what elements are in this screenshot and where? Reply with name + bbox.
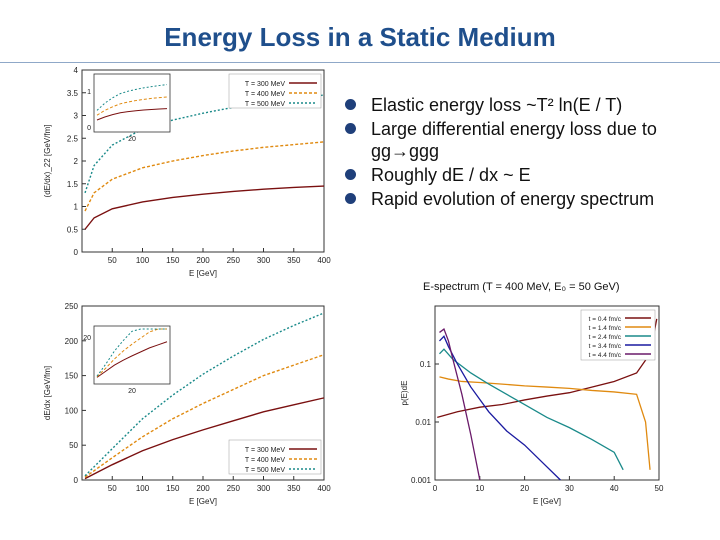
bullet-text: Elastic energy loss ~T² ln(E / T) — [371, 95, 623, 115]
x-tick-label: 250 — [227, 256, 241, 265]
x-tick-label: 150 — [166, 484, 180, 493]
bullet-text: Roughly dE / dx ~ E — [371, 165, 531, 185]
x-tick-label: 200 — [196, 484, 210, 493]
x-tick-label: 50 — [655, 484, 664, 493]
inset-series-1 — [96, 341, 168, 378]
x-tick-label: 400 — [317, 256, 331, 265]
bullet-item: Large differential energy loss due to gg… — [345, 118, 705, 162]
x-tick-label: 40 — [610, 484, 619, 493]
y-tick-label: 150 — [65, 372, 79, 381]
x-tick-label: 250 — [227, 484, 241, 493]
x-tick-label: 0 — [433, 484, 438, 493]
y-tick-label: 3.5 — [67, 89, 79, 98]
legend-label: t = 0.4 fm/c — [589, 316, 622, 323]
series-line-2 — [439, 376, 651, 470]
legend-label: t = 4.4 fm/c — [589, 352, 622, 359]
inset-frame — [93, 73, 171, 133]
legend-label: t = 3.4 fm/c — [589, 343, 622, 350]
series-line-1 — [437, 318, 658, 419]
y-tick-label: 0.5 — [67, 225, 79, 234]
series-line-4 — [439, 335, 561, 481]
x-tick-label: 400 — [317, 484, 331, 493]
x-tick-label: 300 — [257, 256, 271, 265]
inset-y-tick-label: 0 — [87, 125, 91, 132]
inset-y-tick-label: 1 — [87, 89, 91, 96]
y-tick-label: 250 — [65, 302, 79, 311]
y-tick-label: 0.01 — [415, 418, 431, 427]
x-axis-label: E [GeV] — [533, 497, 561, 506]
y-tick-label: 50 — [69, 441, 78, 450]
x-tick-label: 50 — [108, 256, 117, 265]
x-tick-label: 100 — [136, 484, 150, 493]
x-axis-label: E [GeV] — [189, 269, 217, 278]
series-line-3 — [84, 312, 325, 477]
x-tick-label: 30 — [565, 484, 574, 493]
inset-x-tick-label: 20 — [128, 388, 136, 395]
inset-series-2 — [96, 328, 167, 378]
y-tick-label: 100 — [65, 406, 79, 415]
y-tick-label: 0.1 — [420, 360, 432, 369]
legend-label: T = 300 MeV — [245, 81, 285, 88]
bullet-item: Roughly dE / dx ~ E — [345, 164, 705, 186]
inset-frame — [93, 325, 171, 385]
y-tick-label: 0.001 — [411, 476, 432, 485]
y-tick-label: 3 — [74, 112, 79, 121]
legend-label: T = 500 MeV — [245, 467, 285, 474]
x-tick-label: 350 — [287, 484, 301, 493]
series-line-1 — [84, 185, 325, 230]
x-axis-label: E [GeV] — [189, 497, 217, 506]
x-tick-label: 200 — [196, 256, 210, 265]
y-tick-label: 1 — [74, 203, 79, 212]
y-tick-label: 1.5 — [67, 180, 79, 189]
y-tick-label: 0 — [74, 476, 79, 485]
series-line-2 — [84, 141, 325, 212]
inset-x-tick-label: 20 — [128, 136, 136, 143]
y-tick-label: 200 — [65, 337, 79, 346]
series-line-2 — [84, 354, 325, 478]
inset-series-3 — [96, 84, 168, 111]
legend-label: T = 400 MeV — [245, 457, 285, 464]
inset-series-1 — [96, 108, 168, 121]
y-tick-label: 0 — [74, 248, 79, 257]
bullet-text: Rapid evolution of energy spectrum — [371, 189, 655, 209]
series-line-5 — [439, 328, 481, 481]
inset-series-3 — [96, 328, 167, 377]
x-tick-label: 300 — [257, 484, 271, 493]
x-tick-label: 10 — [475, 484, 484, 493]
legend-label: T = 400 MeV — [245, 91, 285, 98]
bullet-item: Elastic energy loss ~T² ln(E / T) — [345, 94, 705, 116]
legend-label: T = 300 MeV — [245, 447, 285, 454]
bullet-dot-icon — [345, 193, 356, 204]
y-axis-label: (dE/dx)_22 [GeV/fm] — [43, 125, 52, 198]
spectrum-caption: E-spectrum (T = 400 MeV, E₀ = 50 GeV) — [423, 281, 620, 293]
x-tick-label: 350 — [287, 256, 301, 265]
legend-label: t = 2.4 fm/c — [589, 334, 622, 341]
series-line-1 — [84, 397, 325, 480]
y-tick-label: 2.5 — [67, 134, 79, 143]
slide-title: Energy Loss in a Static Medium — [164, 22, 556, 52]
inset-series-2 — [96, 96, 168, 116]
x-tick-label: 100 — [136, 256, 150, 265]
y-tick-label: 2 — [74, 157, 79, 166]
title-divider — [0, 62, 720, 63]
y-axis-label: p(E)dE — [400, 381, 409, 406]
x-tick-label: 20 — [520, 484, 529, 493]
x-tick-label: 150 — [166, 256, 180, 265]
x-tick-label: 50 — [108, 484, 117, 493]
bullet-list: Elastic energy loss ~T² ln(E / T) Large … — [345, 94, 705, 212]
bullet-item: Rapid evolution of energy spectrum — [345, 188, 705, 210]
legend-label: t = 1.4 fm/c — [589, 325, 622, 332]
series-line-3 — [439, 348, 624, 471]
bullet-dot-icon — [345, 169, 356, 180]
bullet-dot-icon — [345, 123, 356, 134]
bullet-dot-icon — [345, 99, 356, 110]
chart-elastic-energy-loss: 50 100 150 200 250 300 350 40000.511.522.533.54… — [43, 66, 331, 278]
bullet-text: Large differential energy loss due to gg… — [371, 119, 657, 161]
chart-total-energy-loss: 50 100 150 200 250 300 350 400 0 50 100 150 200 250 E … — [43, 302, 331, 506]
y-tick-label: 4 — [74, 66, 79, 75]
y-axis-label: dE/dx [GeV/fm] — [43, 366, 52, 420]
legend-label: T = 500 MeV — [245, 101, 285, 108]
chart-energy-spectrum: 0 10 20 30 40 50 0.001 0.01 0.1 E [GeV] p(E)dE t = … — [400, 305, 664, 506]
inset-y-tick-label: 20 — [83, 335, 91, 342]
